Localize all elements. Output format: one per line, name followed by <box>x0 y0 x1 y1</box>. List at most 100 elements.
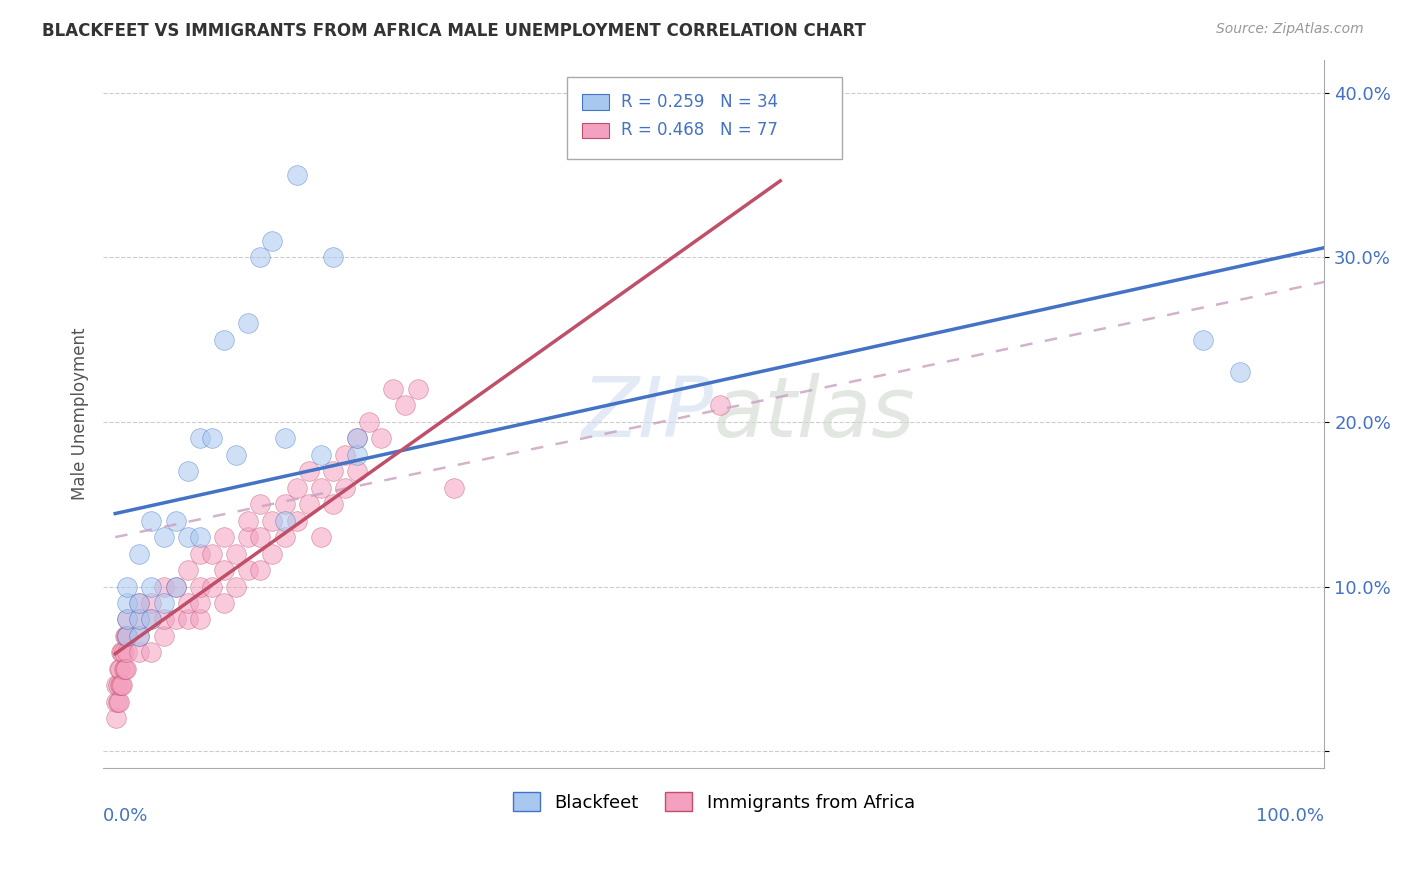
Point <box>201 431 224 445</box>
Point <box>298 497 321 511</box>
Point <box>177 530 200 544</box>
Legend: Blackfeet, Immigrants from Africa: Blackfeet, Immigrants from Africa <box>505 785 922 819</box>
Point <box>165 580 187 594</box>
Point <box>128 645 150 659</box>
Point <box>117 596 139 610</box>
Point <box>225 448 247 462</box>
Point <box>141 596 163 610</box>
Point <box>128 613 150 627</box>
Point <box>359 415 381 429</box>
Point <box>322 250 344 264</box>
Point <box>262 514 284 528</box>
Point <box>108 678 131 692</box>
Point <box>141 613 163 627</box>
Point <box>141 613 163 627</box>
Point <box>333 481 356 495</box>
Point <box>346 464 368 478</box>
Point <box>117 580 139 594</box>
Text: R = 0.259   N = 34: R = 0.259 N = 34 <box>621 93 778 112</box>
Point <box>141 580 163 594</box>
Point <box>212 563 235 577</box>
Point <box>111 645 134 659</box>
Point <box>298 464 321 478</box>
Point <box>177 613 200 627</box>
Point <box>112 645 135 659</box>
Point <box>262 234 284 248</box>
Text: 0.0%: 0.0% <box>103 806 149 824</box>
Point <box>273 514 295 528</box>
Point <box>212 530 235 544</box>
Point <box>382 382 405 396</box>
Point <box>394 399 416 413</box>
Point <box>117 613 139 627</box>
Point <box>152 580 174 594</box>
Point <box>273 530 295 544</box>
Point <box>188 613 211 627</box>
Point <box>322 497 344 511</box>
Point <box>128 596 150 610</box>
Point <box>346 448 368 462</box>
Point <box>117 645 139 659</box>
Point <box>152 596 174 610</box>
Point <box>152 530 174 544</box>
Point <box>309 481 332 495</box>
Point <box>238 563 260 577</box>
Point <box>188 547 211 561</box>
Bar <box>582 95 609 110</box>
Point <box>107 695 129 709</box>
Text: Source: ZipAtlas.com: Source: ZipAtlas.com <box>1216 22 1364 37</box>
Point <box>114 662 136 676</box>
Point <box>273 431 295 445</box>
Point <box>117 629 139 643</box>
Point <box>152 629 174 643</box>
Point <box>249 497 271 511</box>
Point <box>309 448 332 462</box>
Point <box>105 678 128 692</box>
Point <box>165 580 187 594</box>
Point <box>107 678 129 692</box>
Point <box>128 547 150 561</box>
Point <box>117 613 139 627</box>
Bar <box>582 122 609 138</box>
Point <box>238 530 260 544</box>
Point <box>249 250 271 264</box>
Point <box>709 399 731 413</box>
Point <box>188 596 211 610</box>
Point <box>141 514 163 528</box>
Point <box>225 580 247 594</box>
Point <box>165 613 187 627</box>
Point <box>285 481 308 495</box>
Point <box>108 695 131 709</box>
Point <box>249 563 271 577</box>
Point <box>108 662 131 676</box>
Point <box>110 678 132 692</box>
Point <box>370 431 392 445</box>
Point <box>238 514 260 528</box>
Point <box>111 678 134 692</box>
Point <box>165 514 187 528</box>
Point <box>201 547 224 561</box>
Point <box>262 547 284 561</box>
Point <box>346 431 368 445</box>
Text: 100.0%: 100.0% <box>1257 806 1324 824</box>
Point <box>117 629 139 643</box>
Point <box>152 613 174 627</box>
Point <box>177 563 200 577</box>
Point <box>285 168 308 182</box>
FancyBboxPatch shape <box>567 78 842 159</box>
Point <box>112 662 135 676</box>
Point <box>346 431 368 445</box>
Point <box>141 645 163 659</box>
Point <box>188 580 211 594</box>
Point <box>285 514 308 528</box>
Text: ZIP: ZIP <box>582 373 714 454</box>
Point <box>114 629 136 643</box>
Point <box>238 316 260 330</box>
Point <box>443 481 465 495</box>
Point <box>128 613 150 627</box>
Point <box>115 662 138 676</box>
Text: BLACKFEET VS IMMIGRANTS FROM AFRICA MALE UNEMPLOYMENT CORRELATION CHART: BLACKFEET VS IMMIGRANTS FROM AFRICA MALE… <box>42 22 866 40</box>
Point <box>128 596 150 610</box>
Point <box>128 629 150 643</box>
Point <box>212 596 235 610</box>
